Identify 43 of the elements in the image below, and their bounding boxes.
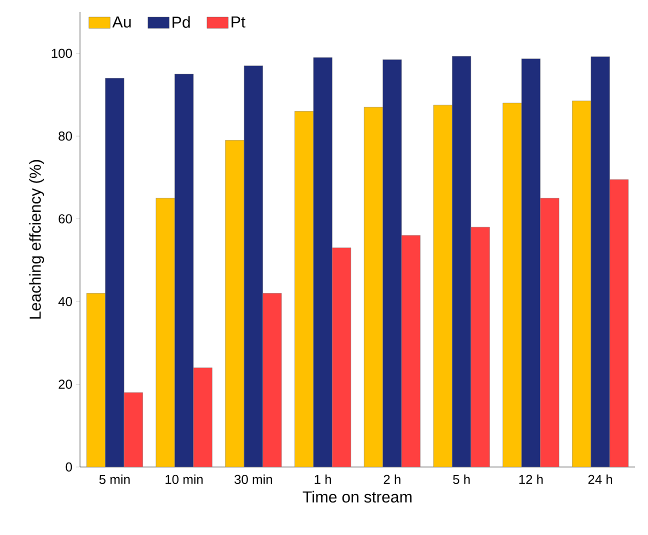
bar <box>433 105 452 467</box>
y-tick-label: 80 <box>58 132 72 141</box>
x-tick-label: 2 h <box>384 474 400 484</box>
bar <box>174 74 194 467</box>
bar <box>244 66 263 467</box>
bar <box>294 111 314 467</box>
legend-label: Au <box>112 16 131 28</box>
bar <box>522 58 540 467</box>
x-tick-label: 5 h <box>453 474 470 484</box>
legend-label: Pt <box>232 16 246 28</box>
y-axis-title: Leaching effciency (%) <box>29 160 44 319</box>
bar <box>225 140 244 467</box>
x-tick-label: 24 h <box>588 474 612 484</box>
x-tick-label: 30 min <box>234 474 272 484</box>
bar <box>193 368 212 467</box>
y-tick-label: 60 <box>58 214 72 224</box>
bar <box>502 102 522 467</box>
y-tick-label: 100 <box>52 48 72 58</box>
bar <box>610 179 629 467</box>
bar <box>105 78 124 467</box>
bar <box>364 107 383 467</box>
bar <box>332 248 351 467</box>
bar <box>313 57 332 467</box>
x-axis-title: Time on stream <box>302 490 412 503</box>
bar <box>262 293 282 467</box>
x-tick-label: 12 h <box>519 474 543 484</box>
legend-label: Pd <box>172 16 190 28</box>
bar <box>124 392 143 467</box>
y-tick-label: 40 <box>58 296 72 306</box>
y-tick-label: 0 <box>66 462 72 472</box>
bar <box>470 227 490 467</box>
bar <box>572 100 592 467</box>
bar <box>382 60 402 467</box>
x-tick-label: 10 min <box>166 474 203 484</box>
bar <box>540 198 560 467</box>
bar <box>590 56 610 467</box>
y-tick-label: 20 <box>58 380 72 389</box>
bar <box>402 235 420 467</box>
x-tick-label: 5 min <box>99 474 130 484</box>
x-tick-label: 1 h <box>314 474 331 484</box>
bar <box>156 198 175 467</box>
bar <box>452 56 471 467</box>
bar <box>86 293 106 467</box>
